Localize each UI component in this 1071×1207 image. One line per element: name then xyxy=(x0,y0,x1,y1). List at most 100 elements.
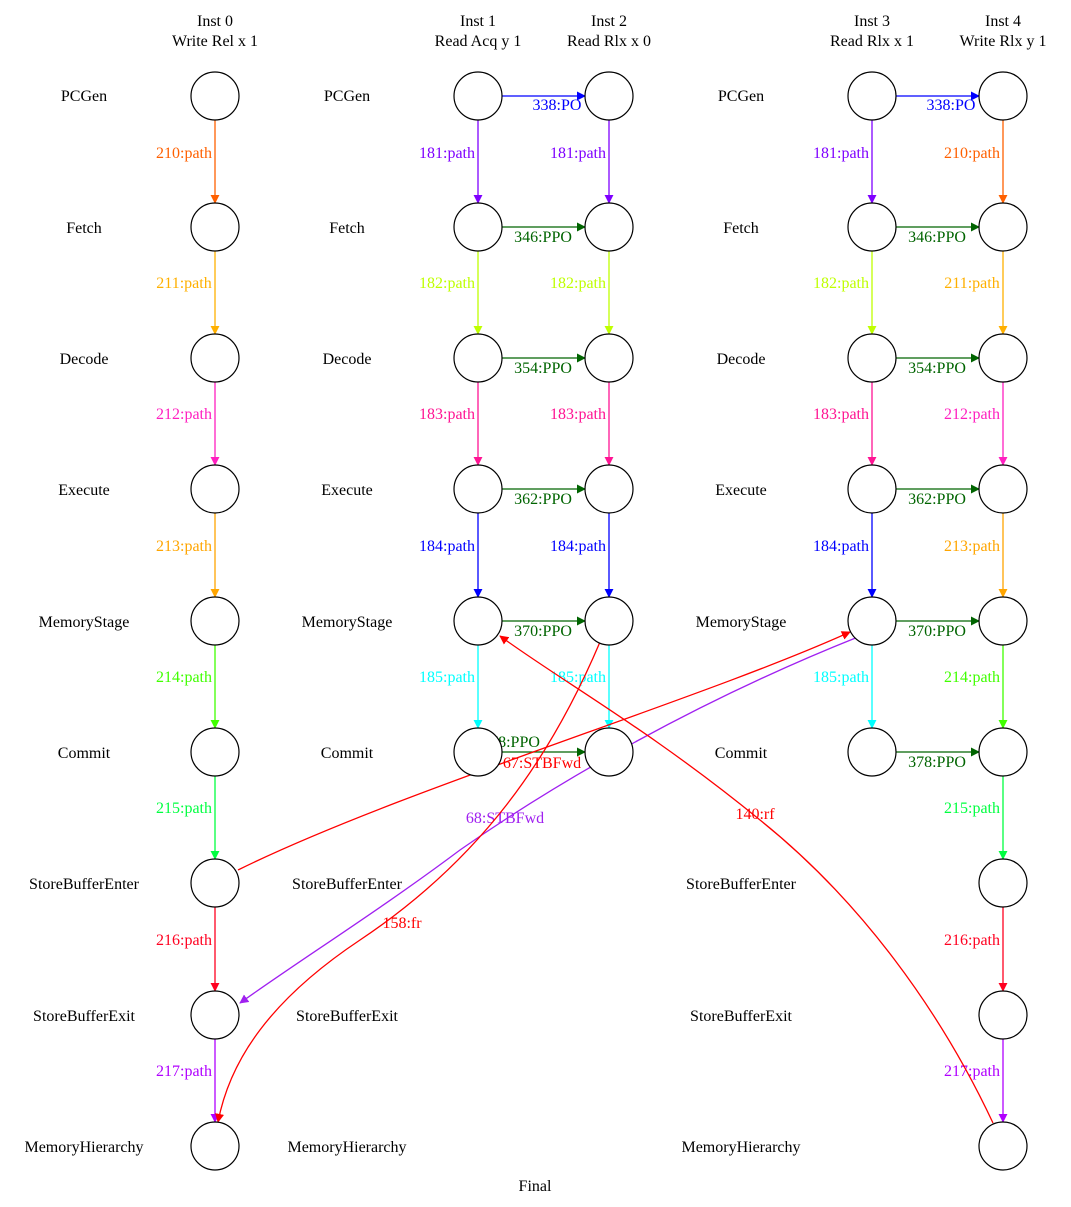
stage-label: MemoryHierarchy xyxy=(681,1139,800,1156)
node-inst0-memoryhierarchy[interactable] xyxy=(190,1121,240,1171)
inst4-title: Inst 4 xyxy=(985,13,1021,30)
stage-labels-left: PCGen Fetch Decode Execute MemoryStage C… xyxy=(24,88,143,1156)
stage-label: Fetch xyxy=(66,220,102,237)
node-inst2-memorystage[interactable] xyxy=(584,596,634,646)
stage-label: PCGen xyxy=(61,88,107,105)
edge-label: 212:path xyxy=(944,406,1000,423)
edge: 214:path xyxy=(944,645,1008,729)
inst1-subtitle: Read Acq y 1 xyxy=(435,33,522,50)
stage-label: Decode xyxy=(717,351,766,368)
edge-label: 140:rf xyxy=(735,806,775,823)
node-inst2-execute[interactable] xyxy=(584,464,634,514)
edge-label: 354:PPO xyxy=(514,360,572,377)
edge-label: 183:path xyxy=(550,406,606,423)
node-inst0-pcgen[interactable] xyxy=(190,71,240,121)
edge-label: 185:path xyxy=(813,669,869,686)
node-inst4-commit[interactable] xyxy=(978,727,1028,777)
edge: 181:path xyxy=(550,120,614,204)
edge: 183:path xyxy=(813,382,877,466)
edge-label: 216:path xyxy=(156,932,212,949)
edge-label: 158:fr xyxy=(382,915,422,932)
edge: 183:path xyxy=(550,382,614,466)
edge-label: 181:path xyxy=(550,145,606,162)
node-inst1-fetch[interactable] xyxy=(453,202,503,252)
node-inst4-fetch[interactable] xyxy=(978,202,1028,252)
edge-label: 346:PPO xyxy=(514,229,572,246)
edge-label: 182:path xyxy=(419,275,475,292)
node-inst1-commit[interactable] xyxy=(453,727,503,777)
node-inst2-fetch[interactable] xyxy=(584,202,634,252)
inst1-title: Inst 1 xyxy=(460,13,496,30)
node-inst4-storebufferexit[interactable] xyxy=(978,990,1028,1040)
node-inst1-execute[interactable] xyxy=(453,464,503,514)
edge-label: 378:PPO xyxy=(908,754,966,771)
edge-label: 185:path xyxy=(419,669,475,686)
stage-label: StoreBufferExit xyxy=(33,1008,135,1025)
stage-label: Execute xyxy=(715,482,767,499)
stage-label: Commit xyxy=(715,745,768,762)
node-inst0-storebufferenter[interactable] xyxy=(190,858,240,908)
edge: 210:path xyxy=(156,120,220,204)
edge-label: 213:path xyxy=(156,538,212,555)
edge: 184:path xyxy=(813,513,877,598)
inst0-title: Inst 0 xyxy=(197,13,233,30)
edge: 211:path xyxy=(156,251,220,335)
node-inst3-memorystage[interactable] xyxy=(847,596,897,646)
edge: 346:PPO xyxy=(502,222,586,246)
stage-label: Execute xyxy=(58,482,110,499)
stage-label: StoreBufferEnter xyxy=(292,876,403,893)
edge: 362:PPO xyxy=(896,484,980,508)
node-inst3-pcgen[interactable] xyxy=(847,71,897,121)
node-inst0-commit[interactable] xyxy=(190,727,240,777)
edge: 184:path xyxy=(419,513,483,598)
edge-label: 214:path xyxy=(156,669,212,686)
edge-label: 211:path xyxy=(156,275,211,292)
node-inst3-execute[interactable] xyxy=(847,464,897,514)
edge: 182:path xyxy=(419,251,483,335)
edge-label: 217:path xyxy=(944,1063,1000,1080)
edge-label: 184:path xyxy=(813,538,869,555)
edge-label: 216:path xyxy=(944,932,1000,949)
edge-label: 68:STBFwd xyxy=(466,810,544,827)
node-inst0-storebufferexit[interactable] xyxy=(190,990,240,1040)
edge: 140:rf xyxy=(499,635,994,1124)
column-headers: Inst 0 Write Rel x 1 Inst 1 Read Acq y 1… xyxy=(172,13,1046,50)
edge-label: 181:path xyxy=(419,145,475,162)
node-inst4-execute[interactable] xyxy=(978,464,1028,514)
node-inst1-decode[interactable] xyxy=(453,333,503,383)
node-inst4-memoryhierarchy[interactable] xyxy=(978,1121,1028,1171)
node-inst2-decode[interactable] xyxy=(584,333,634,383)
node-inst4-pcgen[interactable] xyxy=(978,71,1028,121)
node-inst0-execute[interactable] xyxy=(190,464,240,514)
edge: 370:PPO xyxy=(896,616,980,640)
edge-label: 215:path xyxy=(944,800,1000,817)
node-inst0-decode[interactable] xyxy=(190,333,240,383)
edge: 214:path xyxy=(156,645,220,729)
node-inst0-fetch[interactable] xyxy=(190,202,240,252)
node-inst1-pcgen[interactable] xyxy=(453,71,503,121)
node-inst2-commit[interactable] xyxy=(584,727,634,777)
node-inst4-storebufferenter[interactable] xyxy=(978,858,1028,908)
node-inst2-pcgen[interactable] xyxy=(584,71,634,121)
node-inst3-decode[interactable] xyxy=(847,333,897,383)
edge: 213:path xyxy=(156,513,220,598)
edge: 217:path xyxy=(944,1039,1008,1123)
stage-label: Fetch xyxy=(329,220,365,237)
node-inst4-memorystage[interactable] xyxy=(978,596,1028,646)
node-inst4-decode[interactable] xyxy=(978,333,1028,383)
node-inst3-commit[interactable] xyxy=(847,727,897,777)
node-inst3-fetch[interactable] xyxy=(847,202,897,252)
stage-label: MemoryStage xyxy=(39,614,130,631)
edge: 216:path xyxy=(944,907,1008,992)
node-inst1-memorystage[interactable] xyxy=(453,596,503,646)
edge-label: 338:PO xyxy=(533,97,582,114)
stage-label: StoreBufferExit xyxy=(296,1008,398,1025)
edge: 158:fr xyxy=(215,641,601,1123)
inst3-subtitle: Read Rlx x 1 xyxy=(830,33,914,50)
edge-label: 346:PPO xyxy=(908,229,966,246)
inst2-subtitle: Read Rlx x 0 xyxy=(567,33,651,50)
edge-label: 210:path xyxy=(944,145,1000,162)
node-inst0-memorystage[interactable] xyxy=(190,596,240,646)
stage-label: StoreBufferExit xyxy=(690,1008,792,1025)
